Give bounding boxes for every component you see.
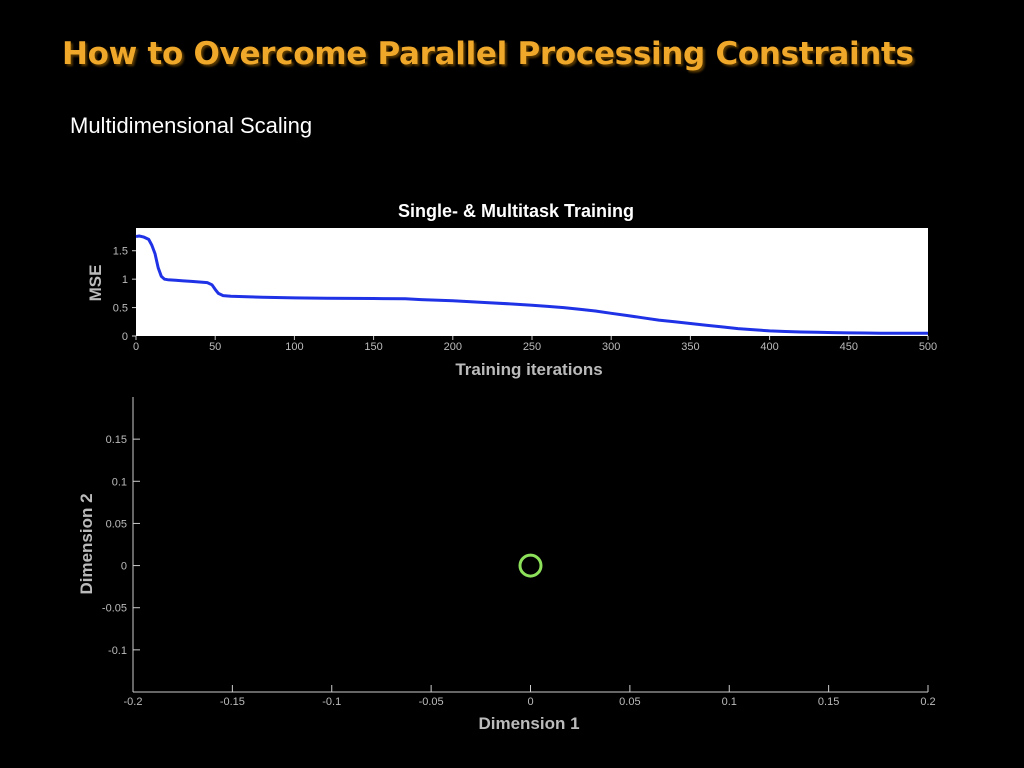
mds-y-ticks: -0.1 -0.05 0 0.05 0.1 0.15: [102, 434, 140, 657]
mse-y-tick-label: 0.5: [113, 303, 128, 315]
mse-y-axis-label: MSE: [86, 265, 105, 302]
mse-x-tick-label: 250: [523, 341, 541, 353]
mds-x-tick-label: -0.05: [419, 696, 444, 708]
mse-x-axis-label: Training iterations: [455, 360, 602, 379]
mds-x-tick-label: 0.2: [920, 696, 935, 708]
mse-chart-title: Single- & Multitask Training: [398, 201, 634, 221]
mds-y-tick-label: 0.15: [106, 434, 127, 446]
mds-x-ticks: -0.2 -0.15 -0.1 -0.05 0 0.05 0.1 0.15 0.2: [124, 685, 936, 708]
mds-x-tick-label: 0: [527, 696, 533, 708]
mds-x-axis-label: Dimension 1: [478, 714, 579, 733]
mse-plot-area: [136, 228, 928, 336]
mse-x-tick-label: 150: [364, 341, 382, 353]
mds-y-tick-label: -0.05: [102, 603, 127, 615]
mds-y-tick-label: -0.1: [108, 645, 127, 657]
mse-x-tick-label: 200: [444, 341, 462, 353]
mse-x-tick-label: 300: [602, 341, 620, 353]
mse-x-tick-label: 350: [681, 341, 699, 353]
mds-y-tick-label: 0: [121, 561, 127, 573]
mse-y-tick-label: 0: [122, 331, 128, 343]
mds-points: [518, 553, 543, 578]
mds-x-tick-label: -0.1: [322, 696, 341, 708]
slide-subtitle: Multidimensional Scaling: [70, 113, 313, 138]
mse-y-tick-label: 1.5: [113, 246, 128, 258]
mse-x-ticks: 0 50 100 150 200 250 300 350 400 450 500: [133, 336, 937, 353]
mse-x-tick-label: 500: [919, 341, 937, 353]
mds-chart: -0.1 -0.05 0 0.05 0.1 0.15 -0.2 -0.15 -0.1 -0.05…: [77, 397, 936, 733]
mse-y-ticks: 0 0.5 1 1.5: [113, 246, 136, 343]
mds-y-tick-label: 0.05: [106, 518, 127, 530]
slide-title: How to Overcome Parallel Processing Cons…: [62, 36, 914, 72]
mds-y-axis-label: Dimension 2: [77, 493, 96, 594]
mds-x-tick-label: -0.15: [220, 696, 245, 708]
mds-x-tick-label: -0.2: [124, 696, 143, 708]
mds-x-tick-label: 0.15: [818, 696, 839, 708]
mds-point: [518, 553, 543, 578]
mds-y-tick-label: 0.1: [112, 476, 127, 488]
mse-y-tick-label: 1: [122, 274, 128, 286]
mse-x-tick-label: 450: [840, 341, 858, 353]
mse-x-tick-label: 400: [760, 341, 778, 353]
mse-series-line: [135, 234, 928, 335]
mds-x-tick-label: 0.05: [619, 696, 640, 708]
mse-chart: Single- & Multitask Training 0 0.5 1 1.5 0 5…: [86, 201, 937, 379]
mse-x-tick-label: 50: [209, 341, 221, 353]
mse-x-tick-label: 0: [133, 341, 139, 353]
mds-x-tick-label: 0.1: [722, 696, 737, 708]
mse-x-tick-label: 100: [285, 341, 303, 353]
